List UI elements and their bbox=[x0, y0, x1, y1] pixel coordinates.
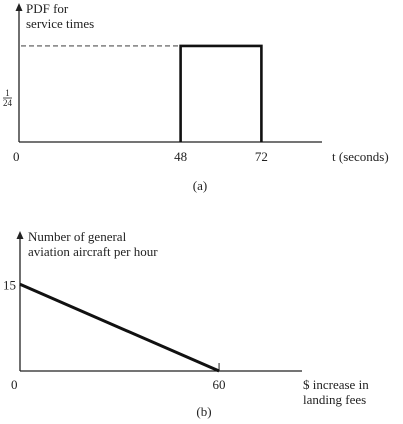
x-tick-label-72: 72 bbox=[255, 149, 268, 164]
y-axis-label-b-line2: aviation aircraft per hour bbox=[28, 244, 158, 259]
x-axis-label-b-line1: $ increase in bbox=[303, 377, 369, 392]
y-tick-numerator-a: 1 bbox=[5, 88, 10, 98]
y-axis-arrow-a bbox=[15, 3, 23, 11]
y-tick-denominator-a: 24 bbox=[3, 98, 13, 108]
origin-label-a: 0 bbox=[13, 149, 20, 164]
aircraft-per-hour-series-b bbox=[19, 282, 220, 373]
y-tick-label-15: 15 bbox=[3, 277, 16, 292]
panel-label-b: (b) bbox=[196, 404, 211, 419]
panel-b: Number of general aviation aircraft per … bbox=[3, 229, 369, 419]
x-tick-label-60: 60 bbox=[213, 377, 226, 392]
panel-label-a: (a) bbox=[193, 178, 207, 193]
panel-a: PDF for service times 1 24 0 48 72 t (se… bbox=[3, 1, 389, 193]
y-axis-label-b-line1: Number of general bbox=[28, 229, 127, 244]
y-axis-arrow-b bbox=[16, 231, 24, 239]
y-axis-label-a-line1: PDF for bbox=[26, 1, 69, 16]
x-tick-label-48: 48 bbox=[174, 149, 187, 164]
pdf-rectangle-series-a bbox=[179, 44, 263, 142]
x-axis-label-b-line2: landing fees bbox=[303, 392, 366, 407]
x-axis-label-a: t (seconds) bbox=[332, 149, 389, 164]
origin-label-b: 0 bbox=[11, 377, 18, 392]
y-axis-label-a-line2: service times bbox=[26, 16, 94, 31]
